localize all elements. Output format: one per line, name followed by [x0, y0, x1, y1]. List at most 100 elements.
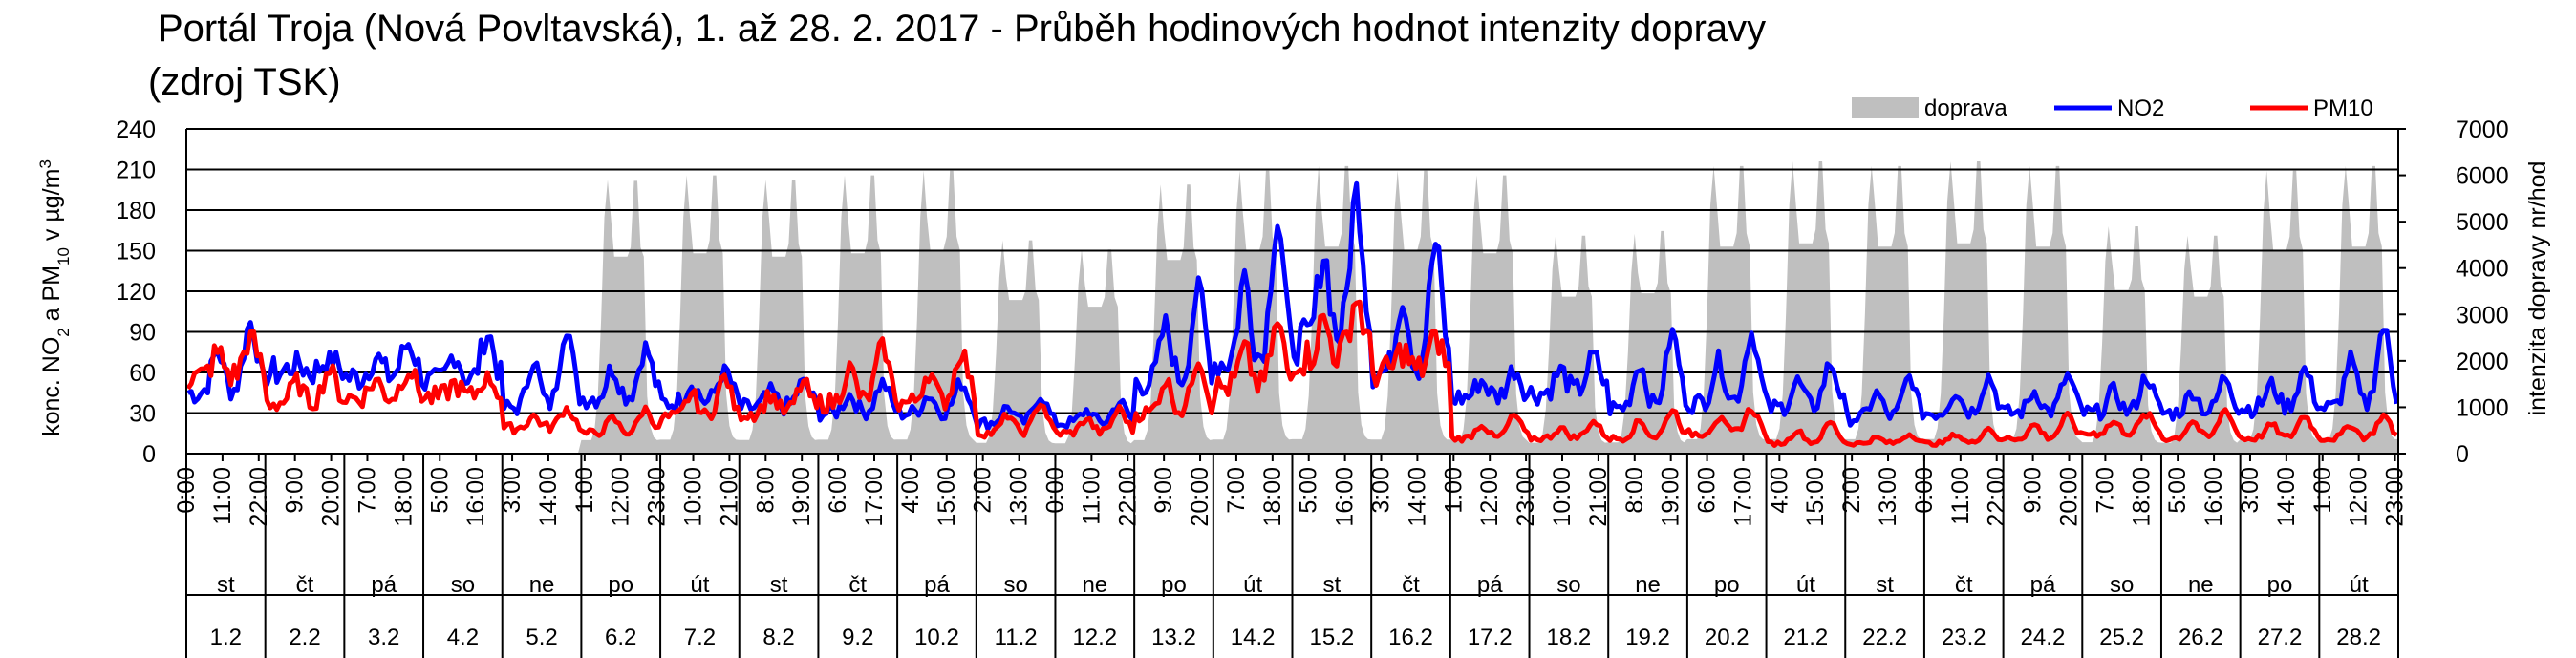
- date-label: 24.2: [2021, 625, 2066, 650]
- x-tick-label: 1:00: [1440, 467, 1467, 514]
- day-name-label: so: [1003, 572, 1027, 598]
- x-tick-label: 7:00: [2092, 467, 2118, 514]
- date-label: 14.2: [1231, 625, 1276, 650]
- day-name-label: po: [1161, 572, 1187, 598]
- x-tick-label: 12:00: [608, 467, 634, 527]
- day-name-label: út: [1796, 572, 1815, 598]
- x-tick-label: 23:00: [1513, 467, 1539, 527]
- day-name-label: ne: [1635, 572, 1661, 598]
- date-label: 2.2: [289, 625, 320, 650]
- right-tick-label: 6000: [2456, 163, 2509, 190]
- right-tick-label: 1000: [2456, 394, 2509, 421]
- date-label: 19.2: [1625, 625, 1670, 650]
- date-label: 17.2: [1468, 625, 1513, 650]
- left-axis-ticks: 0 30 60 90 120 150 180 210 240: [116, 117, 156, 468]
- day-name-label: út: [1243, 572, 1262, 598]
- x-tick-label: 11:00: [1947, 467, 1974, 525]
- legend-swatch-doprava: [1852, 97, 1919, 118]
- day-name-label: čt: [296, 572, 314, 598]
- x-tick-label: 1:00: [571, 467, 598, 514]
- x-tick-label: 13:00: [1006, 467, 1033, 527]
- left-tick-label: 240: [116, 117, 156, 143]
- x-tick-label: 8:00: [752, 467, 779, 514]
- date-label: 25.2: [2099, 625, 2144, 650]
- date-label: 1.2: [210, 625, 242, 650]
- x-tick-label: 9:00: [282, 467, 309, 514]
- right-axis-title: intenzita dopravy nr/hod: [2524, 161, 2551, 416]
- day-name-label: so: [2110, 572, 2134, 598]
- date-label: 6.2: [605, 625, 636, 650]
- x-tick-label: 7:00: [354, 467, 381, 514]
- x-tick-label: 6:00: [825, 467, 851, 514]
- right-tick-label: 4000: [2456, 256, 2509, 283]
- x-tick-label: 20:00: [1187, 467, 1213, 527]
- x-tick-label: 23:00: [644, 467, 671, 527]
- x-tick-label: 5:00: [1296, 467, 1322, 514]
- day-name-label: st: [770, 572, 788, 598]
- x-tick-label: 3:00: [2237, 467, 2264, 514]
- chart-subtitle: (zdroj TSK): [148, 61, 341, 103]
- left-tick-label: 60: [129, 360, 156, 387]
- x-tick-label: 15:00: [934, 467, 960, 527]
- day-name-label: po: [1714, 572, 1740, 598]
- right-tick-label: 5000: [2456, 209, 2509, 236]
- x-tick-label: 16:00: [462, 467, 489, 527]
- x-tick-label: 19:00: [788, 467, 815, 527]
- right-tick-label: 7000: [2456, 117, 2509, 143]
- x-tick-label: 16:00: [2200, 467, 2227, 527]
- date-label: 18.2: [1547, 625, 1592, 650]
- date-label: 23.2: [1942, 625, 1986, 650]
- day-name-label: ne: [2188, 572, 2214, 598]
- x-tick-label: 10:00: [680, 467, 707, 527]
- legend: doprava NO2 PM10: [1852, 96, 2373, 121]
- gridlines: [186, 128, 2398, 455]
- x-tick-label: 18:00: [1259, 467, 1286, 527]
- date-label: 21.2: [1784, 625, 1829, 650]
- x-tick-label: 18:00: [2128, 467, 2155, 527]
- day-name-label: st: [1876, 572, 1894, 598]
- series-area-doprava: [186, 161, 2398, 454]
- x-tick-label: 14:00: [535, 467, 562, 527]
- left-axis-title: konc. NO2 a PM10 v µg/m3: [36, 159, 73, 436]
- day-name-label: so: [451, 572, 475, 598]
- right-axis-ticks: 0 1000 2000 3000 4000 5000 6000 7000: [2398, 117, 2509, 468]
- x-tick-label: 9:00: [1150, 467, 1177, 514]
- day-name-label: pá: [1477, 572, 1503, 598]
- date-label: 22.2: [1862, 625, 1907, 650]
- x-tick-label: 8:00: [1621, 467, 1648, 514]
- day-name-label: pá: [371, 572, 397, 598]
- x-tick-label: 5:00: [2164, 467, 2191, 514]
- x-tick-label: 22:00: [1114, 467, 1141, 527]
- x-tick-label: 12:00: [1476, 467, 1503, 527]
- day-table: st 1.2 čt 2.2 pá 3.2 so 4.2 ne 5.2 po 6.2 út 7.2 st 8.2…: [185, 454, 2399, 658]
- x-tick-label: 11:00: [1078, 467, 1105, 525]
- day-name-label: čt: [848, 572, 867, 598]
- legend-label-doprava: doprava: [1924, 96, 2007, 121]
- x-tick-label: 17:00: [1730, 467, 1757, 527]
- left-tick-label: 30: [129, 401, 156, 428]
- date-label: 11.2: [995, 625, 1038, 650]
- date-label: 3.2: [368, 625, 399, 650]
- day-name-label: po: [608, 572, 633, 598]
- x-tick-label: 18:00: [390, 467, 417, 527]
- x-tick-label: 10:00: [1549, 467, 1576, 527]
- x-tick-label: 4:00: [1766, 467, 1792, 514]
- legend-label-PM10: PM10: [2313, 96, 2373, 121]
- right-tick-label: 0: [2456, 441, 2469, 468]
- left-tick-label: 150: [116, 239, 156, 265]
- left-tick-label: 210: [116, 158, 156, 184]
- date-label: 7.2: [684, 625, 716, 650]
- date-label: 27.2: [2258, 625, 2303, 650]
- x-tick-label: 22:00: [1984, 467, 2010, 527]
- date-label: 28.2: [2336, 625, 2381, 650]
- x-tick-label: 1:00: [2309, 467, 2336, 514]
- chart-title: Portál Troja (Nová Povltavská), 1. až 28…: [158, 8, 1767, 50]
- series-line-PM10: [185, 299, 2398, 448]
- x-tick-label: 14:00: [1404, 467, 1430, 527]
- x-tick-label: 4:00: [897, 467, 924, 514]
- traffic-area-layer: [186, 161, 2398, 454]
- x-tick-label: 20:00: [2056, 467, 2083, 527]
- day-name-label: út: [690, 572, 709, 598]
- x-tick-label: 7:00: [1223, 467, 1250, 514]
